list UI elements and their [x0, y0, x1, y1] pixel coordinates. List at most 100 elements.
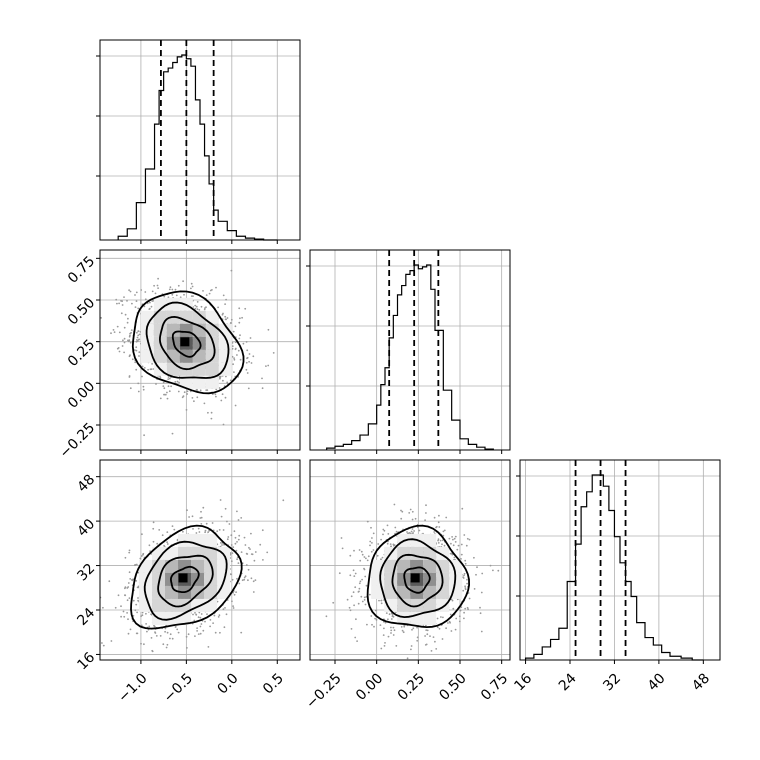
scatter-point — [224, 507, 227, 510]
scatter-point — [204, 620, 206, 623]
scatter-point — [401, 510, 404, 513]
scatter-point — [231, 347, 234, 350]
scatter-point — [136, 632, 139, 635]
scatter-point — [129, 341, 132, 344]
density-cell — [423, 559, 437, 573]
scatter-point — [123, 337, 126, 340]
scatter-point — [250, 532, 252, 535]
scatter-point — [448, 620, 451, 623]
scatter-point — [222, 294, 225, 297]
y-tick-label: 24 — [74, 605, 98, 629]
scatter-point — [182, 530, 184, 533]
scatter-point — [349, 574, 352, 577]
scatter-point — [219, 499, 222, 501]
x-tick-label: 16 — [511, 670, 535, 694]
scatter-point — [413, 530, 415, 532]
scatter-point — [197, 527, 200, 530]
scatter-point — [241, 579, 244, 582]
scatter-point — [461, 507, 464, 510]
scatter-point — [177, 390, 180, 393]
density-cell — [153, 310, 167, 324]
scatter-point — [410, 645, 413, 647]
scatter-point — [164, 630, 167, 633]
scatter-point — [390, 632, 392, 634]
scatter-point — [237, 562, 240, 564]
scatter-point — [406, 657, 409, 660]
scatter-point — [371, 623, 373, 626]
scatter-point — [223, 626, 226, 629]
scatter-point — [120, 605, 122, 608]
scatter-point — [120, 615, 122, 618]
scatter-point — [358, 582, 361, 585]
scatter-point — [425, 512, 427, 514]
scatter-point — [463, 534, 466, 536]
scatter-point — [129, 578, 132, 580]
scatter-point — [440, 616, 442, 618]
scatter-point — [234, 536, 237, 539]
scatter-point — [134, 306, 137, 308]
density-cell — [397, 585, 411, 599]
x-axis-1: −0.25 0.00 0.25 0.50 0.75 — [303, 660, 511, 712]
scatter-point — [139, 557, 142, 560]
scatter-point — [452, 544, 455, 547]
scatter-point — [199, 625, 202, 628]
scatter-point — [408, 512, 411, 514]
scatter-point — [416, 639, 419, 642]
density-cell — [178, 533, 192, 547]
scatter-point — [382, 528, 385, 531]
scatter-point — [166, 397, 169, 400]
scatter-point — [128, 335, 131, 338]
scatter-point — [245, 552, 248, 555]
scatter-point — [197, 633, 200, 635]
scatter-point — [133, 349, 136, 351]
scatter-point — [463, 611, 465, 614]
scatter-point — [435, 526, 437, 529]
scatter-point — [352, 591, 355, 594]
contour-line — [403, 566, 431, 594]
scatter-point — [262, 559, 264, 561]
scatter-point — [371, 542, 373, 544]
scatter-point — [166, 391, 168, 394]
scatter-point — [250, 362, 253, 364]
scatter-point — [245, 368, 248, 371]
scatter-point — [443, 529, 446, 532]
scatter-point — [159, 376, 162, 379]
scatter-point — [135, 349, 138, 352]
scatter-point — [407, 532, 410, 535]
scatter-point — [392, 634, 395, 636]
scatter-point — [134, 294, 136, 296]
scatter-point — [381, 556, 384, 559]
scatter-point — [443, 544, 446, 547]
scatter-point — [193, 619, 196, 622]
scatter-point — [391, 615, 394, 618]
density-cell — [423, 598, 437, 612]
scatter-point — [167, 385, 170, 388]
scatter-point — [140, 289, 143, 291]
scatter-point — [233, 530, 236, 533]
scatter-point — [352, 569, 355, 572]
scatter-point — [206, 613, 208, 615]
scatter-point — [188, 516, 191, 518]
scatter-point — [164, 627, 167, 630]
scatter-point — [442, 616, 444, 619]
scatter-point — [196, 308, 199, 310]
scatter-point — [176, 628, 179, 631]
scatter-point — [145, 623, 148, 625]
scatter-point — [198, 309, 201, 311]
scatter-point — [231, 342, 234, 344]
scatter-point — [387, 635, 390, 638]
scatter-point — [115, 298, 118, 301]
density-cell — [192, 349, 206, 363]
scatter-point — [361, 553, 364, 556]
scatter-point — [370, 615, 373, 617]
scatter-point — [390, 626, 392, 629]
scatter-point — [183, 391, 186, 394]
scatter-point — [232, 330, 235, 333]
scatter-point — [214, 631, 217, 634]
scatter-point — [421, 664, 423, 666]
scatter-point — [479, 612, 482, 615]
scatter-point — [199, 632, 202, 635]
scatter-point — [380, 599, 383, 602]
scatter-point — [382, 533, 384, 536]
scatter-point — [367, 555, 370, 558]
